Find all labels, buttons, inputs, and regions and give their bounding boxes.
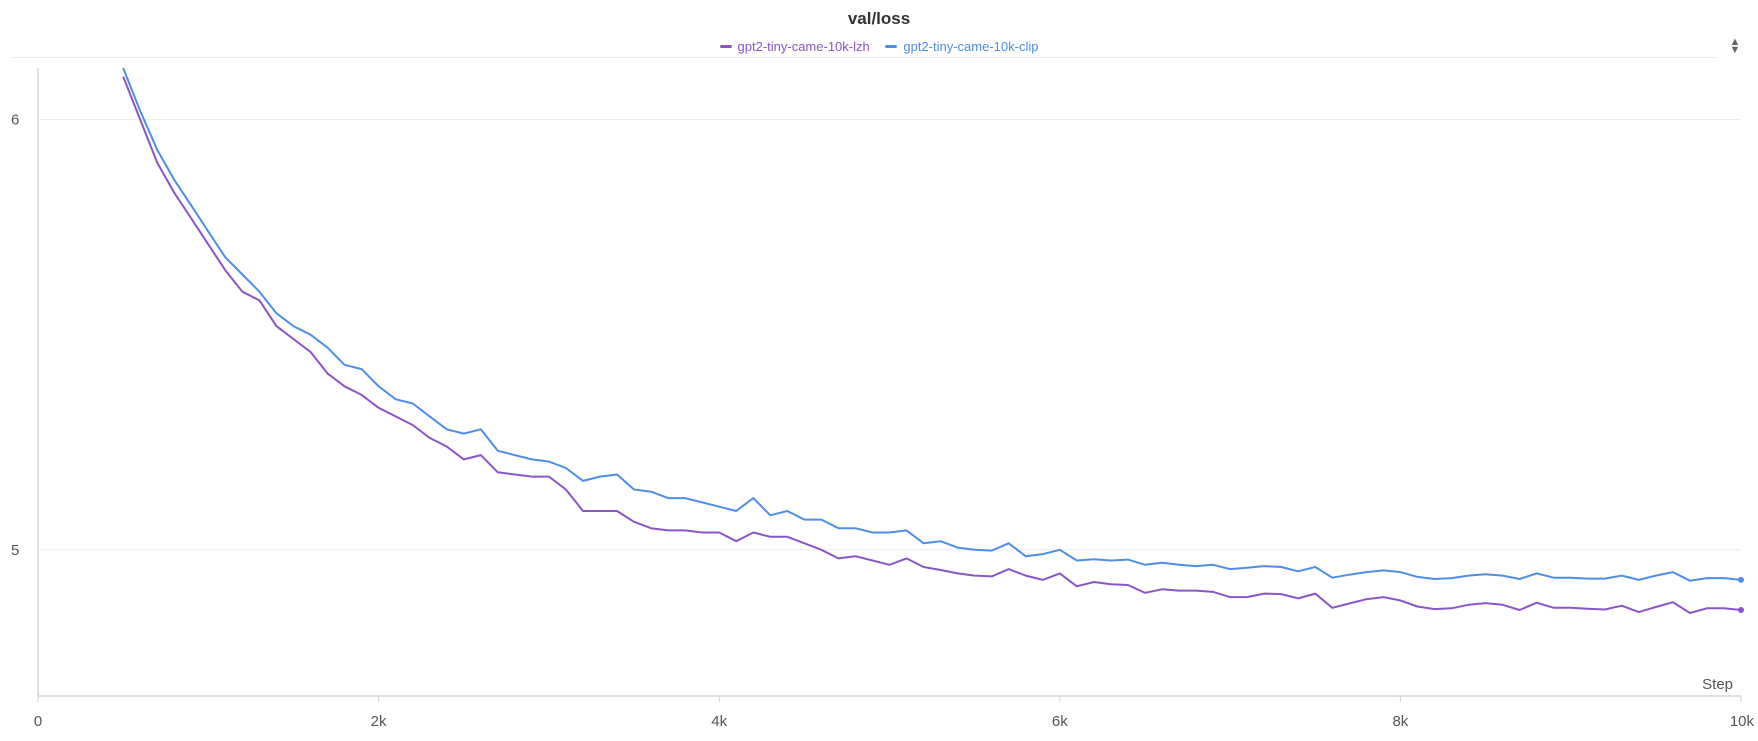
chart-title: val/loss	[847, 9, 911, 28]
legend-item-lzh[interactable]: gpt2-tiny-came-10k-lzh	[719, 39, 870, 54]
legend-swatch-lzh	[719, 45, 732, 49]
x-tick-label: 10k	[1730, 713, 1755, 730]
series-endpoint-clip	[1738, 576, 1744, 583]
chart-legend: gpt2-tiny-came-10k-lzh gpt2-tiny-came-10…	[0, 39, 1758, 54]
y-tick-label: 6	[11, 112, 19, 129]
y-tick-label: 5	[11, 542, 19, 559]
series-endpoint-lzh	[1738, 606, 1744, 613]
series-line-clip	[122, 68, 1742, 582]
x-tick-label: 4k	[711, 713, 727, 730]
legend-label-clip: gpt2-tiny-came-10k-clip	[903, 39, 1039, 54]
legend-item-clip[interactable]: gpt2-tiny-came-10k-clip	[885, 39, 1038, 54]
x-tick-label: 0	[34, 713, 42, 730]
x-axis-title: Step	[1702, 676, 1733, 693]
x-tick-label: 8k	[1392, 713, 1408, 730]
x-tick-label: 6k	[1052, 713, 1068, 730]
sort-arrows-icon[interactable]: ▲ ▼	[1729, 36, 1741, 56]
series-line-lzh	[122, 76, 1742, 614]
header-divider	[12, 57, 1715, 58]
legend-label-lzh: gpt2-tiny-came-10k-lzh	[737, 39, 870, 54]
x-tick-label: 2k	[371, 713, 387, 730]
legend-swatch-clip	[885, 45, 898, 49]
